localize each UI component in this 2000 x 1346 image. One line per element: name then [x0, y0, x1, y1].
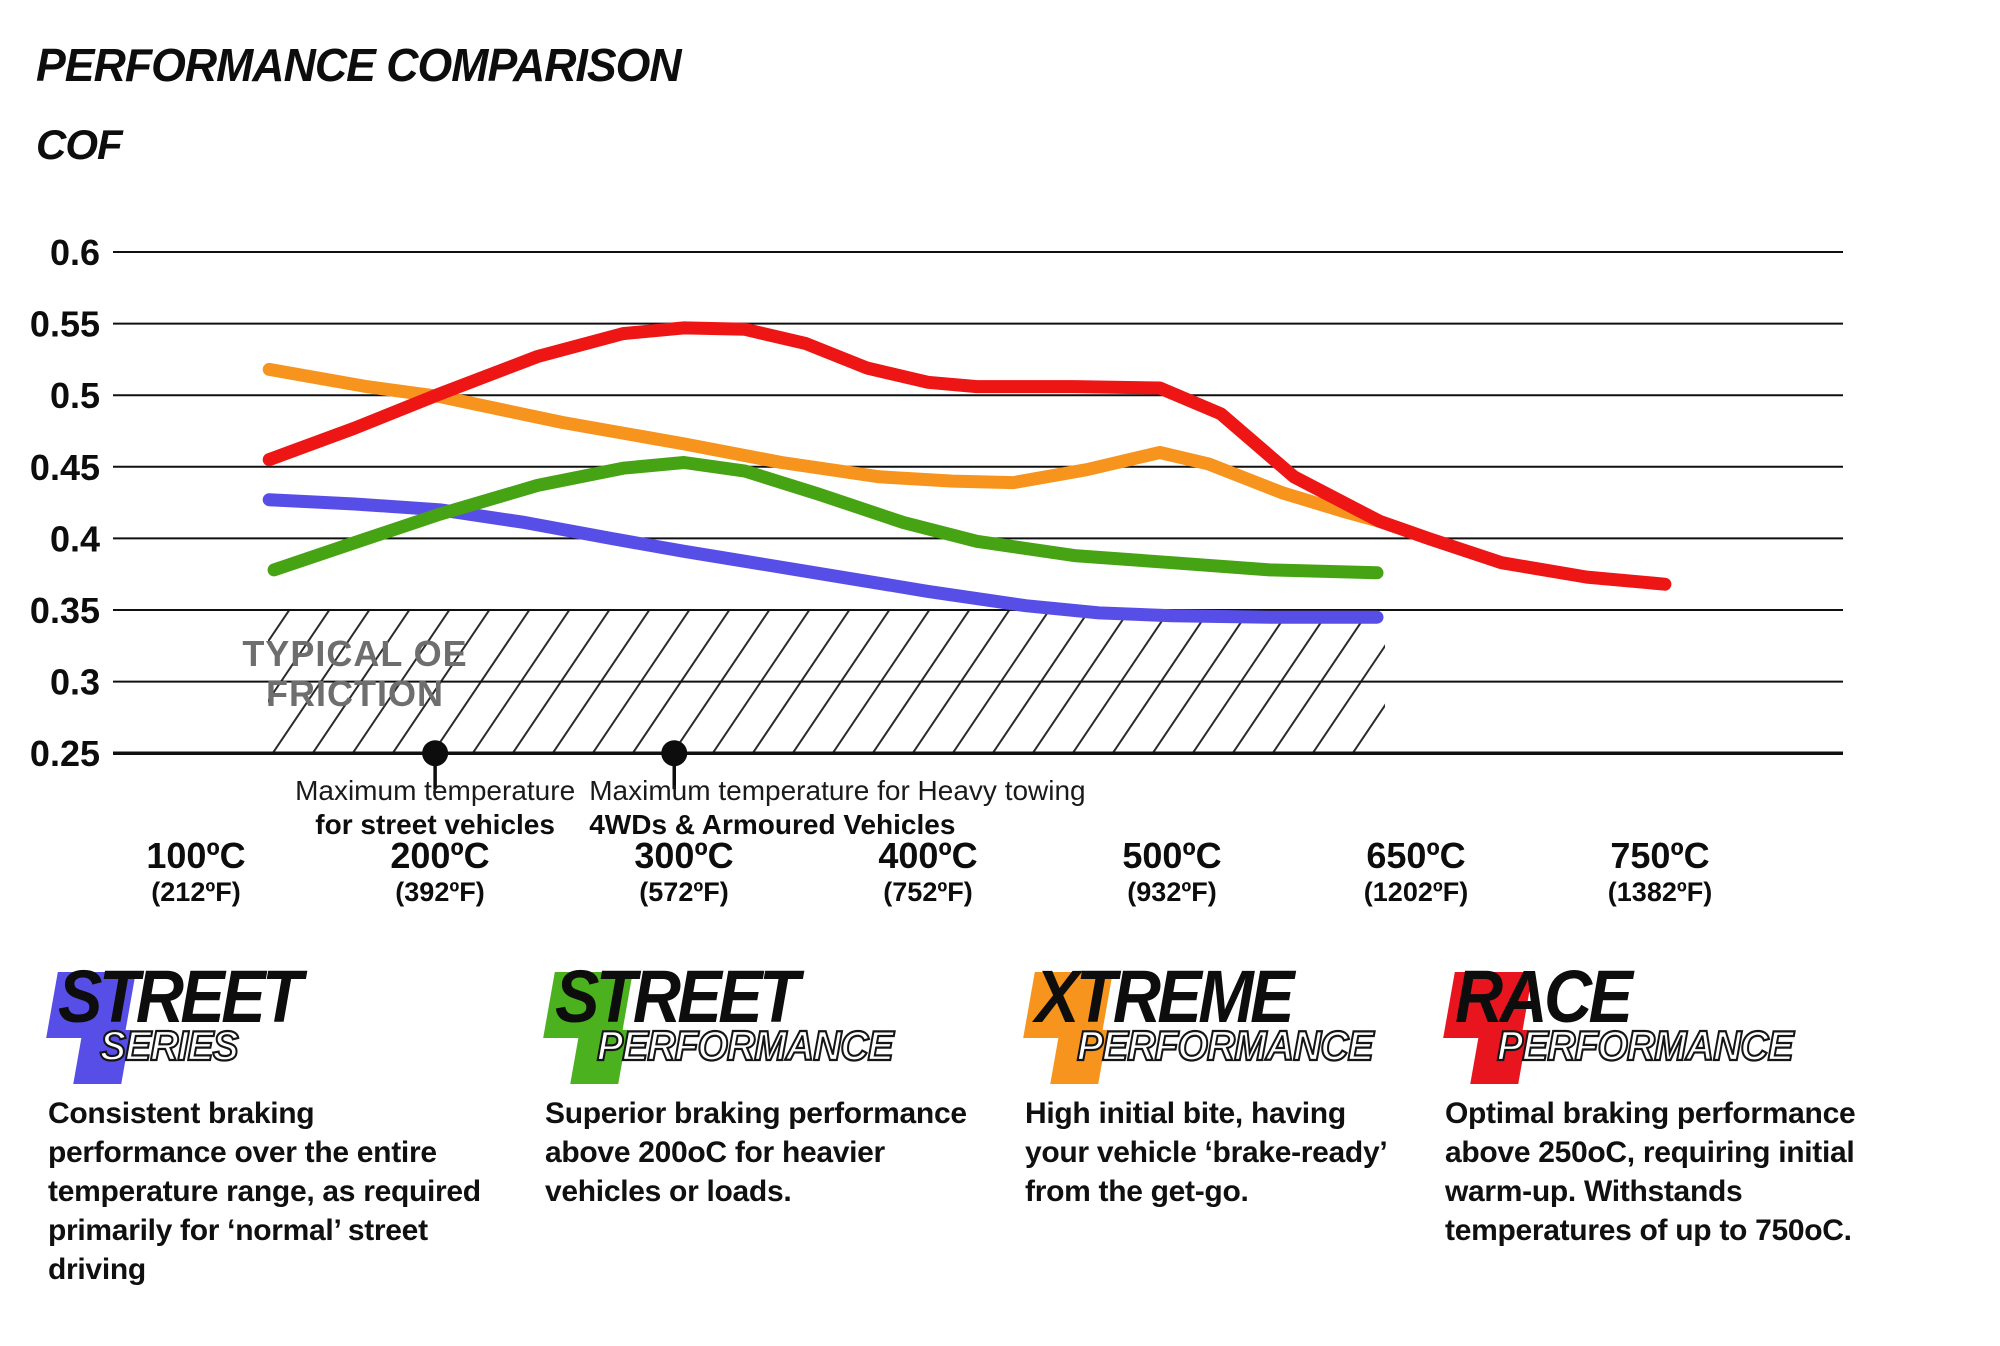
hatch-line [268, 610, 291, 644]
x-tick-fahrenheit-label: (572ºF) [639, 877, 728, 907]
cof-chart: 0.6 0.55 0.5 0.45 0.4 0.35 0.3 0.25 TYPICAL OEFR… [30, 232, 1843, 907]
logo-word1: STREET [555, 955, 800, 1038]
logo-word1: RACE [1455, 955, 1633, 1038]
page-title: PERFORMANCE COMPARISON [36, 39, 682, 91]
street-performance-line [267, 456, 1384, 580]
annotation-line1: Maximum temperature for Heavy towing [589, 775, 1085, 806]
annotation-line1: Maximum temperature [295, 775, 575, 806]
hatch-line [1351, 703, 1385, 754]
logo-word2: PERFORMANCE [1496, 1021, 1795, 1070]
street-performance-logo: STREET PERFORMANCE [543, 958, 993, 1088]
y-tick-label: 0.35 [30, 590, 100, 631]
y-tick-label: 0.55 [30, 304, 100, 345]
x-tick-fahrenheit-label: (1202ºF) [1364, 877, 1468, 907]
x-tick-label: 400ºC [878, 835, 977, 876]
y-tick-label: 0.4 [50, 518, 100, 559]
logo-word2: PERFORMANCE [596, 1021, 895, 1070]
street-series-logo: STREET SERIES [46, 958, 484, 1088]
x-tick-label: 100ºC [146, 835, 245, 876]
legend-street-series: STREET SERIES Consistent braking perform… [46, 958, 484, 1289]
x-tick-fahrenheit-label: (752ºF) [883, 877, 972, 907]
race-performance-logo: RACE PERFORMANCE [1443, 958, 1885, 1088]
logo-word1: STREET [58, 955, 303, 1038]
oe-friction-label: FRICTION [266, 673, 444, 714]
x-tick-label: 200ºC [390, 835, 489, 876]
legend-xtreme-performance: XTREME PERFORMANCE High initial bite, ha… [1023, 958, 1405, 1211]
y-tick-label: 0.5 [50, 375, 100, 416]
logo-word2: PERFORMANCE [1076, 1021, 1375, 1070]
logo-word2: SERIES [99, 1021, 240, 1070]
y-tick-label: 0.25 [30, 733, 100, 774]
xtreme-performance-logo: XTREME PERFORMANCE [1023, 958, 1405, 1088]
y-tick-label: 0.6 [50, 232, 100, 273]
x-tick-label: 750ºC [1610, 835, 1709, 876]
y-tick-label: 0.45 [30, 447, 100, 488]
x-tick-fahrenheit-label: (212ºF) [151, 877, 240, 907]
annotation-dot-icon [422, 740, 449, 767]
logo-word1: XTREME [1035, 955, 1295, 1038]
x-tick-label: 500ºC [1122, 835, 1221, 876]
legend-race-performance: RACE PERFORMANCE Optimal braking perform… [1443, 958, 1885, 1250]
xtreme-performance-line [262, 362, 1386, 528]
legend-description: Consistent braking performance over the … [48, 1097, 481, 1286]
x-tick-fahrenheit-label: (1382ºF) [1608, 877, 1712, 907]
x-tick-fahrenheit-label: (392ºF) [395, 877, 484, 907]
legend-street-performance: STREET PERFORMANCE Superior braking perf… [543, 958, 993, 1211]
y-tick-label: 0.3 [50, 662, 100, 703]
y-axis-title: COF [36, 121, 123, 168]
x-tick-label: 650ºC [1366, 835, 1465, 876]
annotation-line2: for street vehicles [315, 809, 555, 840]
legend-description: Superior braking performance above 200oC… [545, 1097, 967, 1208]
race-performance-line [262, 321, 1672, 591]
annotation-dot-icon [661, 740, 688, 767]
legend-description: Optimal braking performance above 250oC,… [1445, 1097, 1856, 1247]
legend-description: High initial bite, having your vehicle ‘… [1025, 1097, 1386, 1208]
x-tick-fahrenheit-label: (932ºF) [1127, 877, 1216, 907]
annotation-line2: 4WDs & Armoured Vehicles [589, 809, 955, 840]
oe-friction-label: TYPICAL OE [242, 633, 467, 674]
x-tick-label: 300ºC [634, 835, 733, 876]
